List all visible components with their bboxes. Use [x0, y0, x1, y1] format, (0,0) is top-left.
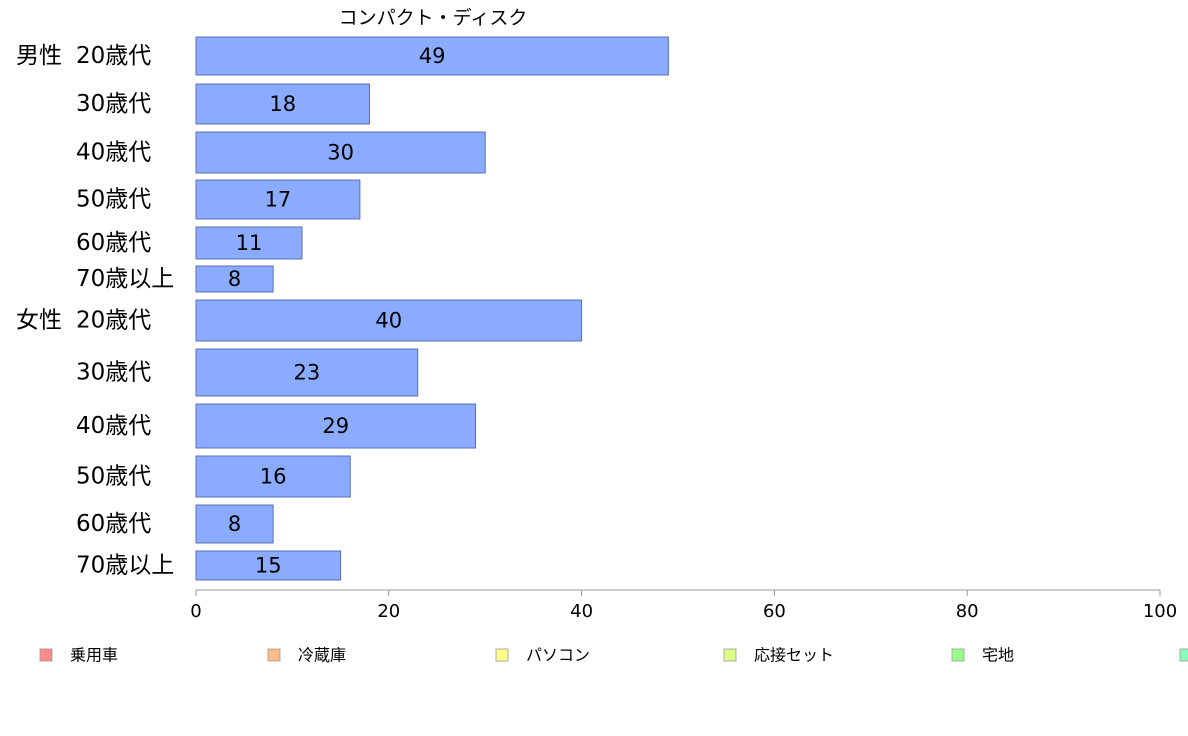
bar-value-label: 17	[265, 188, 292, 212]
x-tick-label: 100	[1143, 601, 1177, 622]
legend-label: 冷蔵庫	[298, 646, 346, 665]
bar-value-label: 18	[269, 92, 296, 116]
bar	[195, 83, 371, 125]
x-tick-label: 60	[763, 601, 786, 622]
bar	[195, 265, 274, 293]
x-tick-label: 80	[956, 601, 979, 622]
category-label: 50歳代	[76, 464, 151, 490]
bar-value-label: 11	[236, 231, 263, 255]
bar	[195, 455, 351, 498]
bar-value-label: 29	[322, 414, 349, 438]
bar-value-label: 23	[293, 361, 320, 385]
legend-swatch	[951, 648, 965, 662]
bar-value-label: 8	[228, 267, 241, 291]
legend-swatch	[723, 648, 737, 662]
bar	[195, 226, 303, 260]
x-axis: 0 20 40 60 80 100	[190, 589, 1177, 622]
category-label: 20歳代	[76, 308, 151, 334]
bar	[195, 179, 361, 220]
category-label: 60歳代	[76, 511, 151, 537]
group-label: 男性	[16, 43, 62, 69]
bar-value-label: 16	[260, 465, 287, 489]
category-label: 40歳代	[76, 140, 151, 166]
legend-swatch	[267, 648, 281, 662]
bars-layer: 4920歳代男性1830歳代3040歳代1750歳代1160歳代870歳以上40…	[16, 36, 669, 581]
chart-title: コンパクト・ディスク	[339, 7, 528, 29]
category-label: 70歳以上	[76, 553, 174, 579]
bar	[195, 348, 419, 397]
legend: 乗用車 冷蔵庫 パソコン 応接セット 宅地	[39, 646, 1188, 665]
category-label: 40歳代	[76, 413, 151, 439]
x-tick-label: 40	[570, 601, 593, 622]
category-label: 20歳代	[76, 43, 151, 69]
category-label: 30歳代	[76, 360, 151, 386]
legend-swatch	[39, 648, 53, 662]
category-label: 30歳代	[76, 91, 151, 117]
legend-label: 応接セット	[754, 646, 834, 665]
bar	[195, 550, 342, 581]
bar-value-label: 49	[419, 44, 446, 68]
bar	[195, 403, 477, 449]
legend-label: 宅地	[982, 646, 1014, 665]
legend-swatch	[495, 648, 509, 662]
legend-label: 乗用車	[70, 646, 118, 665]
bar	[195, 299, 583, 342]
legend-swatch	[1179, 648, 1188, 662]
bar-value-label: 30	[327, 141, 354, 165]
x-tick-label: 0	[190, 601, 201, 622]
group-label: 女性	[16, 308, 62, 334]
bar	[195, 504, 274, 544]
legend-label: パソコン	[526, 646, 590, 665]
category-label: 50歳代	[76, 187, 151, 213]
category-label: 60歳代	[76, 230, 151, 256]
bar	[195, 131, 486, 174]
bar-value-label: 8	[228, 512, 241, 536]
bar-value-label: 40	[375, 309, 402, 333]
bar	[195, 36, 669, 76]
category-label: 70歳以上	[76, 266, 174, 292]
bar-value-label: 15	[255, 554, 282, 578]
x-tick-label: 20	[377, 601, 400, 622]
